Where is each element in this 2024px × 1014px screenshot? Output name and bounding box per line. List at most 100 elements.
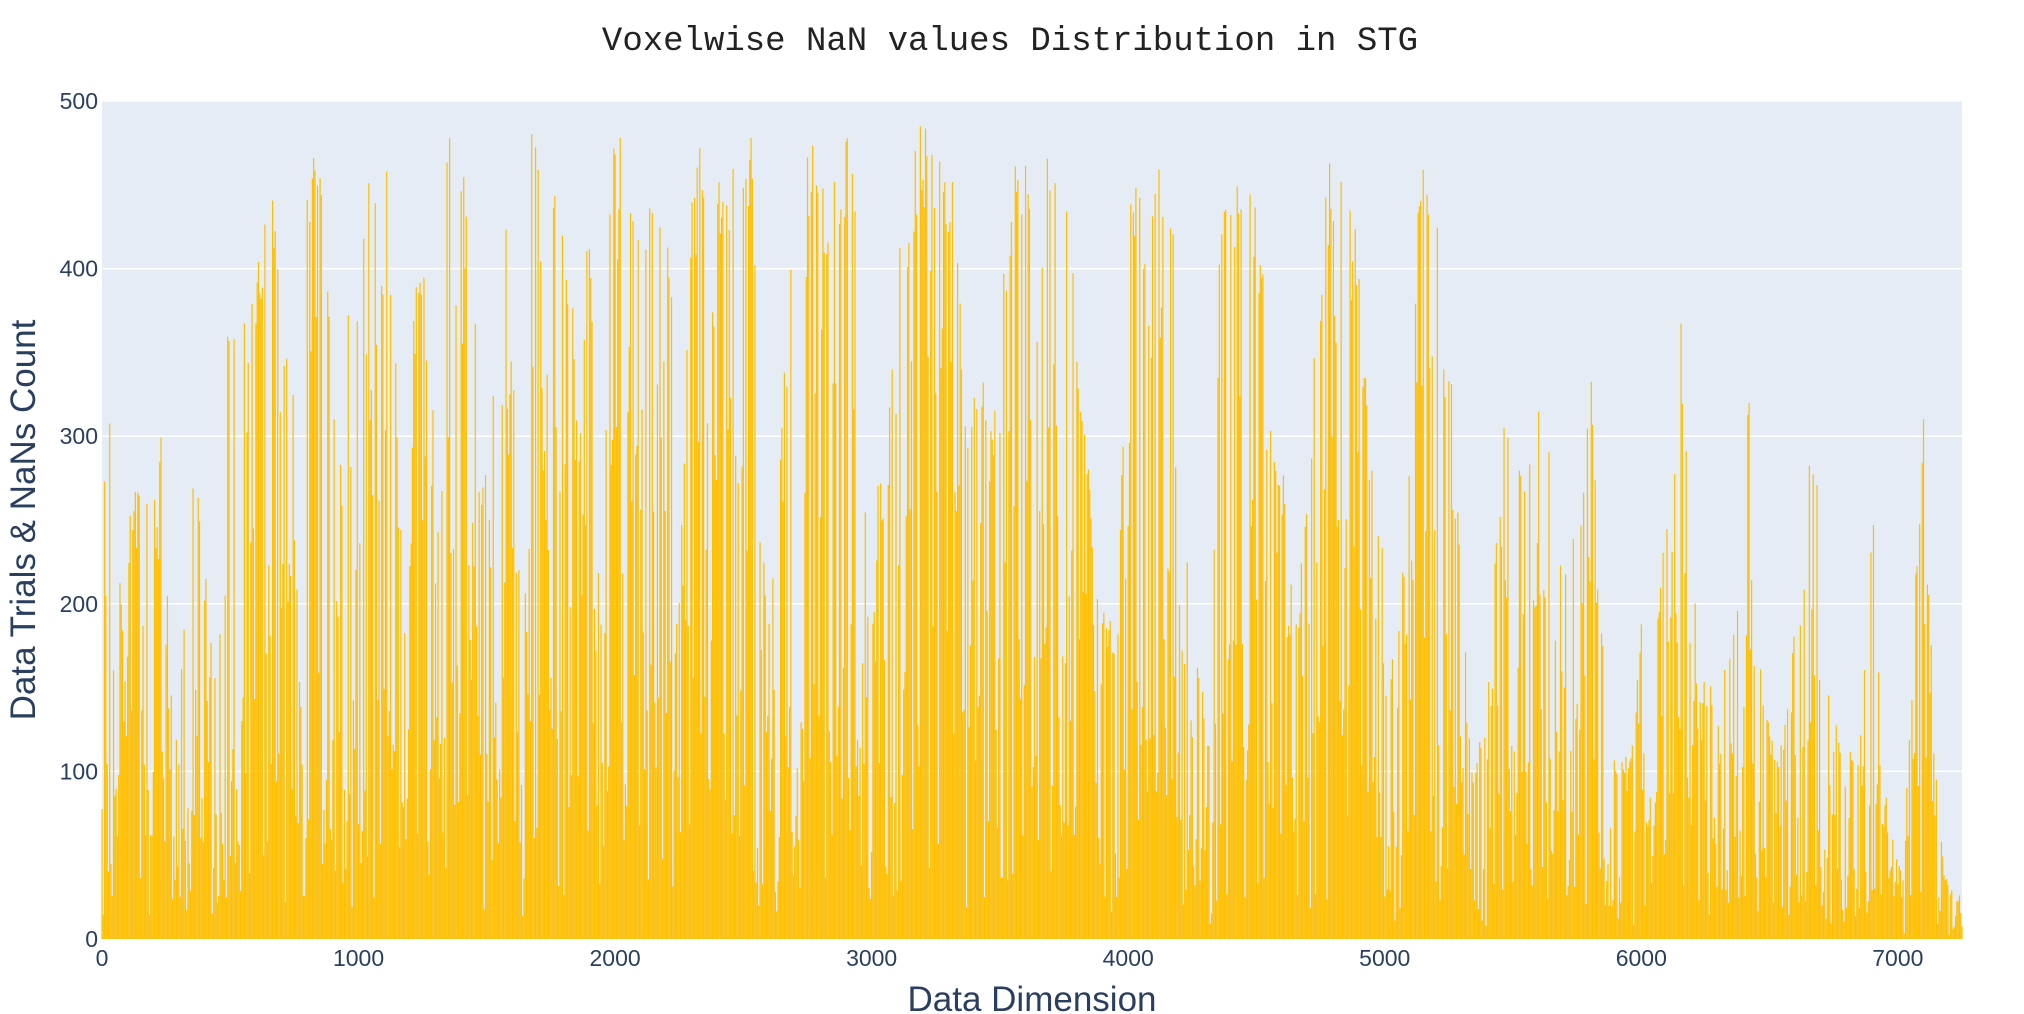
bar xyxy=(1193,866,1195,939)
bar xyxy=(1067,825,1069,939)
bar xyxy=(1194,885,1196,939)
bar xyxy=(182,828,184,939)
bar xyxy=(1822,891,1825,939)
bar xyxy=(1639,652,1641,939)
bar xyxy=(1137,819,1140,939)
bar xyxy=(324,843,326,939)
bar xyxy=(1266,449,1268,939)
bar xyxy=(504,582,506,939)
bar xyxy=(801,728,803,939)
bar xyxy=(1207,745,1209,939)
bar xyxy=(463,177,465,940)
bar xyxy=(1654,802,1657,939)
bar xyxy=(1030,420,1032,939)
bar xyxy=(457,801,460,939)
bar xyxy=(1355,284,1358,940)
bar xyxy=(876,560,878,939)
bar xyxy=(1722,828,1725,939)
bar xyxy=(196,736,198,939)
bar xyxy=(1195,839,1197,939)
bar xyxy=(1422,169,1424,939)
bar xyxy=(1311,458,1313,939)
bar xyxy=(610,464,612,939)
bar xyxy=(165,644,167,939)
bar xyxy=(654,702,656,939)
bar xyxy=(274,230,276,939)
bar xyxy=(411,447,414,939)
bar xyxy=(1055,425,1057,939)
bar xyxy=(587,830,589,939)
bar xyxy=(1931,801,1934,939)
bar xyxy=(1525,771,1527,939)
bar xyxy=(1518,470,1521,939)
bar xyxy=(187,808,189,939)
bar xyxy=(1177,752,1179,939)
bar xyxy=(282,563,284,939)
bar xyxy=(1153,735,1155,939)
bar xyxy=(1246,750,1249,939)
bar xyxy=(894,802,896,939)
bar xyxy=(992,455,995,939)
bar xyxy=(597,572,600,939)
bar xyxy=(1035,755,1037,939)
bar xyxy=(926,156,928,939)
bar xyxy=(1703,681,1705,939)
bar xyxy=(828,731,830,939)
bar xyxy=(1820,867,1822,939)
bar xyxy=(1734,836,1736,939)
bar xyxy=(965,907,968,939)
bar xyxy=(1636,680,1639,939)
bar xyxy=(1464,652,1467,939)
bar xyxy=(1874,888,1876,939)
bar xyxy=(724,799,727,939)
bar xyxy=(1414,303,1417,939)
bar xyxy=(500,797,502,939)
bar xyxy=(809,758,811,939)
bar xyxy=(1222,713,1224,939)
bar xyxy=(1130,204,1132,939)
bar xyxy=(510,361,512,939)
bar xyxy=(1136,681,1138,939)
x-axis-title: Data Dimension xyxy=(908,980,1157,1014)
bar xyxy=(1344,567,1346,939)
bar xyxy=(1408,476,1410,939)
bar xyxy=(1699,702,1701,939)
bar xyxy=(1671,551,1673,939)
bar xyxy=(1838,742,1840,939)
bar xyxy=(515,572,517,939)
bar xyxy=(1398,631,1400,939)
bar xyxy=(637,239,639,939)
bar xyxy=(445,868,447,939)
bar xyxy=(151,835,153,939)
bar xyxy=(643,769,646,939)
bar xyxy=(1146,791,1149,939)
bar xyxy=(1748,402,1750,939)
bar xyxy=(1104,896,1106,939)
bar xyxy=(1731,753,1733,939)
bar xyxy=(560,711,562,939)
bar xyxy=(1552,853,1554,939)
bar xyxy=(1326,899,1328,939)
bar xyxy=(388,710,390,939)
bar xyxy=(1612,899,1614,939)
bar xyxy=(1484,737,1486,939)
bar xyxy=(895,414,897,940)
bar xyxy=(1557,811,1559,939)
bar xyxy=(1752,763,1754,939)
bar xyxy=(228,341,230,939)
bar xyxy=(772,578,774,939)
bar xyxy=(1781,906,1784,939)
bar xyxy=(767,716,769,939)
bar xyxy=(1816,485,1818,939)
bar xyxy=(1371,470,1373,939)
bar xyxy=(1532,600,1535,939)
bar xyxy=(382,294,384,939)
bar xyxy=(325,780,328,939)
bar xyxy=(377,700,379,939)
bar xyxy=(1727,902,1730,939)
bar xyxy=(449,138,451,939)
bar xyxy=(311,178,313,940)
bar xyxy=(620,722,623,939)
bar xyxy=(1241,643,1243,939)
bar xyxy=(1244,897,1246,939)
